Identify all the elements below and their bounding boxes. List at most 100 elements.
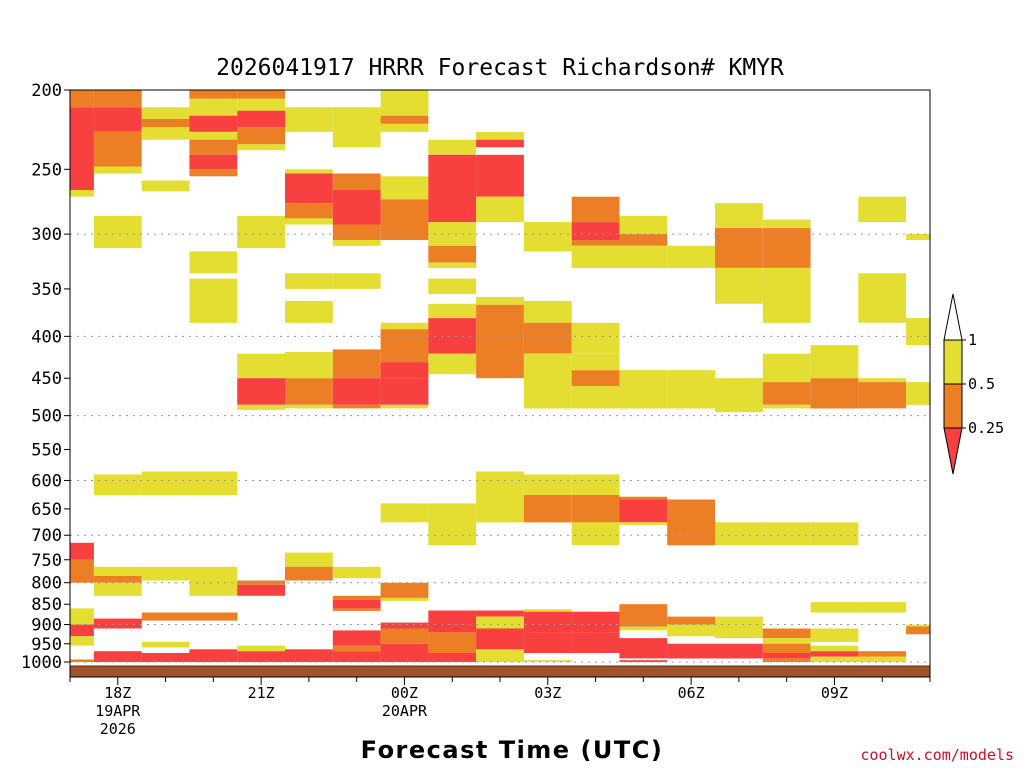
ri-cell <box>858 651 907 657</box>
x-tick-label: 20APR <box>382 702 428 720</box>
ri-cell <box>428 653 477 662</box>
ri-cell <box>380 622 429 629</box>
ri-cell <box>762 653 811 659</box>
ri-cell <box>332 224 381 240</box>
ri-cell <box>428 353 477 375</box>
ri-cell <box>476 628 524 650</box>
ri-cell <box>715 643 763 659</box>
ri-cell <box>285 566 333 581</box>
ri-cell <box>762 228 811 268</box>
ri-cell <box>428 303 477 319</box>
ri-cell <box>93 166 142 174</box>
ri-cell <box>476 649 524 662</box>
ri-cell <box>285 273 333 289</box>
ri-cell <box>667 624 715 637</box>
ri-cell <box>189 278 238 323</box>
ri-cell <box>762 353 811 383</box>
x-tick-label: 2026 <box>100 720 136 738</box>
ri-cell <box>93 90 142 108</box>
legend-top-arrow <box>943 293 963 341</box>
ri-cell <box>476 471 524 523</box>
ri-cell <box>858 656 907 662</box>
ri-cell <box>523 632 572 653</box>
y-tick-label: 550 <box>31 441 62 461</box>
ri-cell <box>571 353 620 371</box>
chart-title: 2026041917 HRRR Forecast Richardson# KMY… <box>216 55 784 81</box>
ri-cell <box>237 144 285 151</box>
ri-cell <box>380 643 429 662</box>
ri-cell <box>858 378 907 383</box>
legend-swatch <box>943 383 963 429</box>
ri-cell <box>189 98 238 116</box>
credit-text: coolwx.com/models <box>860 746 1014 764</box>
ri-cell <box>810 522 859 546</box>
ri-cell <box>285 218 333 225</box>
ri-cell <box>476 610 524 617</box>
ri-cell <box>523 609 572 612</box>
ri-cell <box>332 404 381 409</box>
ri-cell <box>70 624 94 637</box>
ri-cell <box>285 649 333 662</box>
ri-cell <box>428 222 477 246</box>
y-tick-label: 800 <box>31 574 62 594</box>
ri-cell <box>70 608 94 625</box>
ri-cell <box>523 474 572 495</box>
ri-cell <box>906 318 930 346</box>
ri-cell <box>762 219 811 229</box>
y-tick-label: 250 <box>31 160 62 180</box>
y-tick-label: 850 <box>31 595 62 615</box>
ri-cell <box>571 222 620 240</box>
ri-cell <box>762 638 811 644</box>
ri-cell <box>237 110 285 128</box>
ri-cell <box>285 173 333 204</box>
ri-cell <box>141 471 190 495</box>
ri-cell <box>571 370 620 386</box>
ri-cell <box>189 139 238 155</box>
legend-bottom-arrow <box>943 427 963 475</box>
ri-cell <box>93 131 142 167</box>
ri-cell <box>762 628 811 639</box>
y-axis: 200 250 300 350 400 450 500 550 600 650 700 750 8008… <box>21 81 70 673</box>
y-tick-label: 650 <box>31 500 62 520</box>
ri-cell <box>285 352 333 379</box>
y-tick-label: 300 <box>31 225 62 245</box>
ri-cell <box>285 300 333 323</box>
ri-cell <box>380 404 429 409</box>
ri-cell <box>523 322 572 354</box>
ri-cell <box>619 370 668 409</box>
ri-cell <box>762 658 811 662</box>
ri-cell <box>667 499 715 546</box>
ri-cell <box>571 322 620 354</box>
ri-cell <box>667 616 715 625</box>
ri-cell <box>380 322 429 330</box>
x-tick-label: 09Z <box>821 684 848 702</box>
ri-cell <box>858 196 907 223</box>
y-tick-label: 500 <box>31 407 62 427</box>
ri-cell <box>619 522 668 525</box>
ri-cell <box>476 139 524 148</box>
ri-cell <box>380 628 429 644</box>
ri-cell <box>762 404 811 409</box>
y-tick-label: 400 <box>31 327 62 347</box>
ri-cell <box>715 268 763 304</box>
ri-cell <box>571 196 620 223</box>
ri-cell <box>810 345 859 379</box>
ri-cell <box>428 278 477 294</box>
ri-cell <box>332 349 381 379</box>
ri-cell <box>380 123 429 132</box>
ri-cell <box>571 632 620 653</box>
ri-cell <box>380 503 429 523</box>
y-tick-label: 450 <box>31 369 62 389</box>
ri-cell <box>380 199 429 240</box>
x-axis-title: Forecast Time (UTC) <box>361 736 664 764</box>
ri-cell <box>380 115 429 124</box>
ri-cell <box>332 190 381 225</box>
ri-cell <box>619 215 668 235</box>
ri-cell <box>810 651 859 657</box>
ri-cell <box>237 98 285 111</box>
ri-cell <box>523 222 572 252</box>
ri-cell <box>332 595 381 601</box>
ri-cell <box>810 602 859 613</box>
ri-cell <box>93 576 142 583</box>
